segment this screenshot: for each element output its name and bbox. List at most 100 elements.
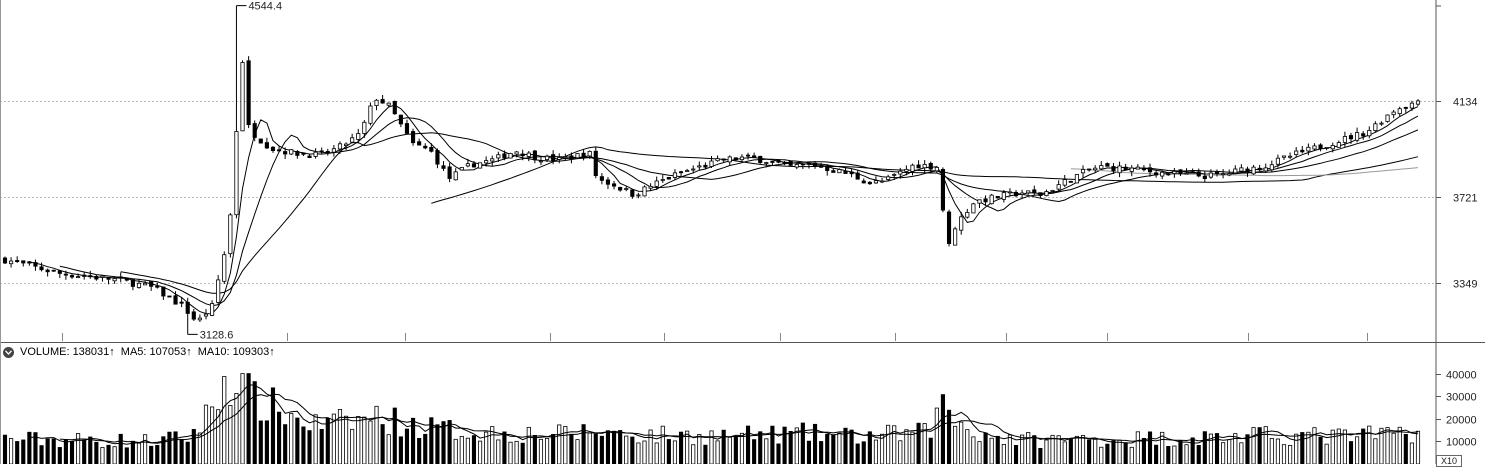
- candle-body: [879, 180, 885, 183]
- volume-bar: [611, 430, 617, 464]
- candle-body: [1275, 157, 1280, 165]
- candle-body: [106, 277, 111, 280]
- candle-body: [654, 180, 659, 187]
- volume-bar: [1123, 442, 1128, 464]
- volume-bar: [599, 435, 604, 464]
- volume-bar: [532, 434, 537, 464]
- volume-bar: [636, 442, 641, 464]
- candle-body: [1336, 142, 1341, 148]
- volume-bar: [1099, 446, 1104, 464]
- volume-bar: [1007, 434, 1013, 464]
- candle-body: [557, 157, 562, 160]
- volume-bar: [350, 428, 355, 464]
- candle-body: [362, 121, 367, 134]
- candle-body: [82, 274, 87, 277]
- volume-bar: [825, 433, 830, 464]
- price-tick-label: 3349: [1453, 279, 1477, 291]
- candle-body: [1415, 100, 1421, 105]
- volume-bar: [1062, 441, 1067, 464]
- volume-bar: [277, 411, 282, 464]
- volume-bar: [544, 438, 550, 464]
- candle-body: [228, 214, 233, 255]
- candle-body: [453, 171, 458, 181]
- volume-bar: [1403, 434, 1408, 464]
- volume-bar: [398, 436, 403, 464]
- candle-body: [191, 311, 196, 320]
- candle-body: [1312, 145, 1317, 150]
- volume-bar: [94, 441, 99, 464]
- volume-bar: [995, 435, 1000, 464]
- volume-bar: [1093, 438, 1098, 464]
- candle-body: [496, 154, 501, 159]
- candle-body: [995, 195, 1000, 199]
- volume-bar: [1190, 437, 1195, 464]
- volume-bar: [246, 373, 251, 464]
- volume-bar: [1312, 427, 1317, 464]
- candle-body: [1397, 108, 1402, 115]
- candle-body: [1409, 102, 1414, 109]
- volume-bar: [758, 431, 763, 464]
- ma5-value: MA5: 107053↑: [120, 346, 192, 358]
- volume-bar: [703, 444, 708, 464]
- candle-body: [636, 194, 641, 197]
- volume-bar: [459, 435, 464, 464]
- candle-body: [307, 155, 312, 158]
- candle-body: [1013, 191, 1019, 197]
- candle-body: [319, 150, 324, 153]
- candle-body: [39, 266, 44, 271]
- candle-body: [155, 285, 160, 288]
- candle-body: [270, 146, 276, 151]
- volume-bar: [1245, 434, 1250, 464]
- volume-bar: [130, 440, 135, 464]
- candle-body: [593, 150, 598, 176]
- volume-bar: [1227, 439, 1232, 464]
- candle-body: [502, 153, 507, 159]
- candle-body: [831, 170, 836, 173]
- volume-bar: [228, 405, 233, 464]
- volume-bar: [258, 420, 263, 464]
- volume-bar: [319, 429, 324, 464]
- candle-body: [1208, 172, 1213, 178]
- volume-bar: [496, 439, 501, 464]
- volume-bar: [618, 430, 623, 464]
- candle-body: [892, 173, 897, 176]
- price-gridlines: [0, 101, 1436, 284]
- high-label: 4544.4: [248, 1, 282, 13]
- volume-bar: [721, 429, 726, 464]
- candle-body: [477, 162, 483, 169]
- volume-bar: [1391, 432, 1396, 464]
- volume-bar: [624, 435, 629, 464]
- volume-bar: [946, 409, 952, 464]
- volume-bar: [234, 393, 239, 464]
- candle-body: [1105, 163, 1110, 167]
- volume-bar: [1281, 444, 1287, 464]
- volume-bar: [727, 436, 732, 464]
- volume-bar: [1080, 435, 1086, 464]
- candle-body: [136, 282, 142, 288]
- candle-body: [709, 160, 714, 167]
- candle-body: [916, 164, 921, 169]
- candle-body: [1050, 189, 1055, 192]
- candle-body: [1160, 171, 1165, 177]
- candle-body: [861, 180, 866, 184]
- candle-body: [27, 261, 32, 264]
- collapse-toggle-icon[interactable]: [3, 346, 14, 358]
- candle-body: [703, 164, 708, 168]
- candle-body: [45, 269, 50, 273]
- volume-bar: [185, 441, 190, 464]
- candle-body: [222, 254, 227, 282]
- volume-bar: [1367, 425, 1372, 464]
- candle-body: [1324, 147, 1329, 149]
- volume-bar: [922, 423, 927, 464]
- candle-body: [898, 170, 903, 175]
- candle-body: [63, 273, 68, 276]
- volume-bar: [386, 434, 391, 464]
- volume-bar: [1032, 435, 1037, 464]
- volume-bar: [76, 433, 81, 464]
- volume-bar: [210, 406, 215, 464]
- volume-bar: [520, 442, 525, 464]
- volume-bar: [1111, 440, 1116, 464]
- volume-scale-badge[interactable]: X10: [1436, 455, 1462, 467]
- candle-body: [1288, 155, 1293, 158]
